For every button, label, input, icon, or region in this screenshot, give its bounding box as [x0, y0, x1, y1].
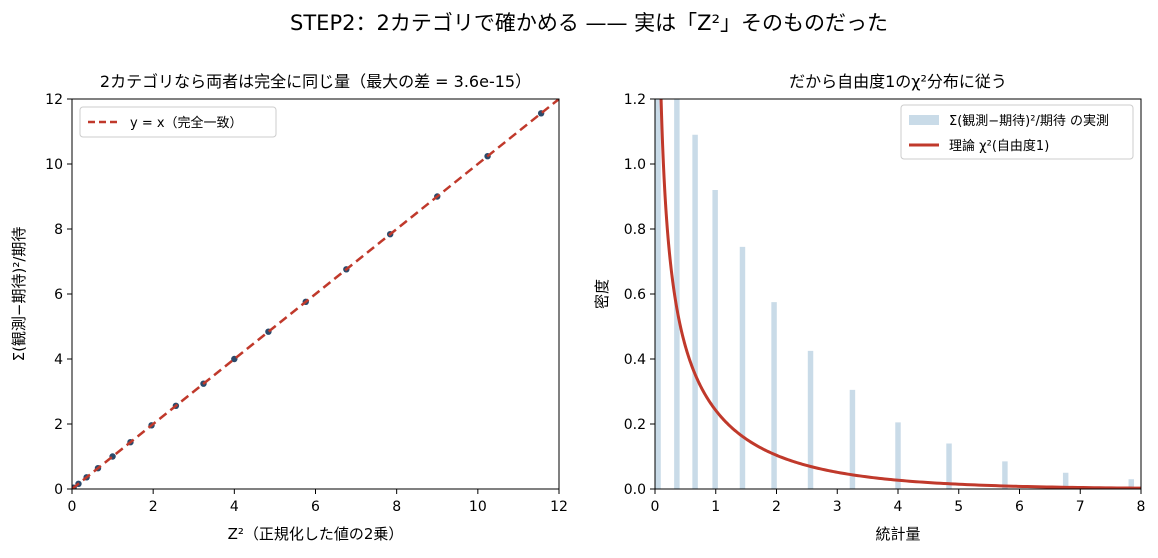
histogram-bar [1002, 461, 1008, 489]
x-tick-label: 4 [230, 499, 239, 515]
axes-frame [654, 98, 1142, 490]
x-tick-label: 6 [1015, 499, 1024, 515]
chart-title: だから自由度1のχ²分布に従う [789, 72, 1007, 91]
legend-label: y = x（完全一致） [130, 115, 243, 131]
x-tick-label: 2 [772, 499, 781, 515]
axes-frame [71, 98, 560, 490]
histogram-bar [1128, 479, 1135, 489]
legend-box [79, 106, 277, 138]
histogram-bar [895, 422, 901, 489]
histogram-bar [946, 443, 952, 489]
legend-bar-swatch [909, 115, 939, 125]
x-tick-label: 4 [894, 499, 903, 515]
histogram-bar [771, 302, 777, 489]
y-tick-label: 8 [54, 222, 63, 238]
x-tick-label: 1 [711, 499, 720, 515]
x-tick-label: 6 [311, 499, 320, 515]
chi2-curve [659, 99, 1141, 489]
figure-suptitle: STEP2：2カテゴリで確かめる —— 実は「Z²」そのものだった [290, 11, 888, 35]
y-axis-label: Σ(観測−期待)²/期待 [10, 227, 28, 362]
y-tick-label: 1.0 [624, 157, 646, 173]
histogram-bar [692, 134, 698, 489]
x-tick-label: 3 [833, 499, 842, 515]
histogram-bar [674, 99, 680, 489]
histogram-bar [1062, 472, 1069, 489]
x-tick-label: 2 [149, 499, 158, 515]
legend: y = x（完全一致） [79, 106, 277, 138]
y-tick-label: 0.8 [624, 222, 646, 238]
histogram-bar [849, 389, 856, 489]
histogram-bar [712, 190, 718, 489]
y-tick-label: 12 [45, 92, 63, 108]
x-axis-label: 統計量 [875, 525, 920, 543]
x-tick-label: 10 [469, 499, 487, 515]
legend-label: 理論 χ²(自由度1) [949, 138, 1049, 154]
y-tick-label: 0.2 [624, 417, 646, 433]
y-tick-label: 0.0 [624, 482, 646, 498]
legend-label: Σ(観測−期待)²/期待 の実測 [949, 113, 1109, 129]
y-tick-label: 0 [54, 482, 63, 498]
y-tick-label: 10 [45, 157, 63, 173]
x-tick-label: 7 [1076, 499, 1085, 515]
x-axis-label: Z²（正規化した値の2乗） [228, 525, 404, 543]
histogram-bar [739, 246, 746, 489]
x-tick-label: 8 [1137, 499, 1146, 515]
x-tick-label: 12 [550, 499, 568, 515]
plot-area [72, 99, 559, 489]
legend-box [900, 104, 1134, 160]
x-tick-label: 0 [651, 499, 660, 515]
x-tick-label: 5 [954, 499, 963, 515]
y-tick-label: 0.6 [624, 287, 646, 303]
y-axis-label: 密度 [593, 279, 611, 309]
y-tick-label: 2 [54, 417, 63, 433]
plot-area [655, 99, 1141, 489]
x-tick-label: 0 [68, 499, 77, 515]
y-tick-label: 1.2 [624, 92, 646, 108]
x-tick-label: 8 [392, 499, 401, 515]
scatter-panel: 2カテゴリなら両者は完全に同じ量（最大の差 = 3.6e-15） Z²（正規化した… [10, 72, 568, 543]
identity-line [72, 99, 559, 489]
y-tick-label: 6 [54, 287, 63, 303]
histogram-bar [655, 99, 661, 489]
chart-title: 2カテゴリなら両者は完全に同じ量（最大の差 = 3.6e-15） [100, 72, 531, 91]
histogram-bar [807, 350, 814, 489]
y-tick-label: 0.4 [624, 352, 646, 368]
y-tick-label: 4 [54, 352, 63, 368]
